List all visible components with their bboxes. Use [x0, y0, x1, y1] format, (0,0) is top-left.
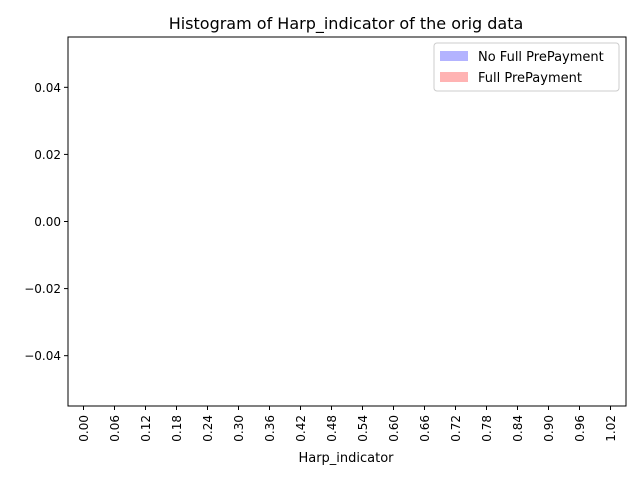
x-tick-label: 0.78	[480, 415, 494, 442]
plot-area-frame	[67, 36, 627, 407]
x-axis: 0.00 0.06 0.12 0.18 0.24 0.30 0.36 0.42 0.48 0.54…	[77, 406, 618, 442]
x-tick-label: 0.60	[387, 415, 401, 442]
x-tick-label: 0.36	[263, 415, 277, 442]
y-tick-label: −0.04	[24, 349, 61, 363]
x-tick-label: 0.12	[139, 415, 153, 442]
x-tick-label: 0.84	[511, 415, 525, 442]
legend: No Full PrePayment Full PrePayment	[433, 42, 620, 92]
x-tick-label: 0.30	[232, 415, 246, 442]
y-axis: 0.04 0.02 0.00 −0.02 −0.04	[24, 81, 68, 363]
x-axis-label: Harp_indicator	[298, 451, 394, 466]
legend-swatch	[440, 51, 468, 61]
x-tick-label: 0.48	[325, 415, 339, 442]
legend-label: Full PrePayment	[478, 71, 582, 86]
chart-title: Histogram of Harp_indicator of the orig …	[169, 14, 524, 34]
y-tick-label: 0.00	[34, 215, 61, 229]
x-tick-label: 0.06	[108, 415, 122, 442]
x-tick-label: 0.18	[170, 415, 184, 442]
legend-swatch	[440, 72, 468, 82]
x-tick-label: 0.66	[418, 415, 432, 442]
x-tick-label: 0.54	[356, 415, 370, 442]
y-tick-label: 0.02	[34, 148, 61, 162]
x-tick-label: 0.42	[294, 415, 308, 442]
x-tick-label: 1.02	[604, 415, 618, 442]
y-tick-label: 0.04	[34, 81, 61, 95]
x-tick-label: 0.24	[201, 415, 215, 442]
legend-box	[433, 42, 620, 92]
x-tick-label: 0.00	[77, 415, 91, 442]
y-tick-label: −0.02	[24, 282, 61, 296]
x-tick-label: 0.72	[449, 415, 463, 442]
legend-label: No Full PrePayment	[478, 50, 604, 65]
x-tick-label: 0.96	[573, 415, 587, 442]
x-tick-label: 0.90	[542, 415, 556, 442]
